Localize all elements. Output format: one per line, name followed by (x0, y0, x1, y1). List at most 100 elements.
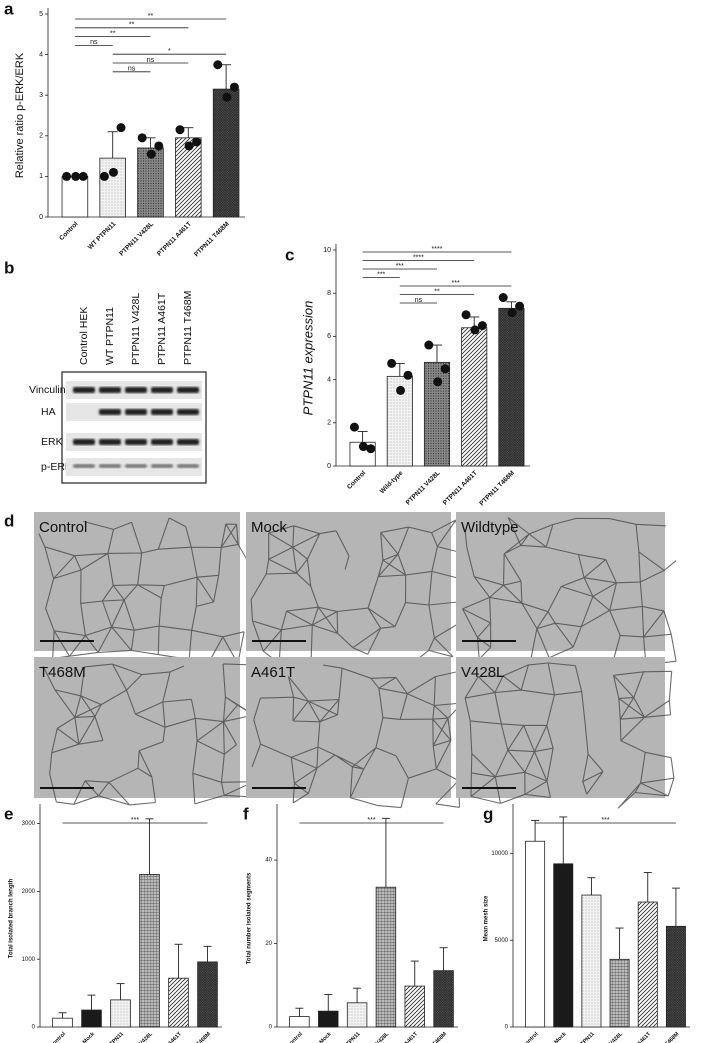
data-point (358, 442, 368, 452)
y-axis-label: Total number isolated segments (247, 872, 253, 964)
x-tick-label: PTPN11 V428L (405, 470, 442, 507)
y-tick-label: 0 (39, 214, 43, 221)
band (151, 464, 173, 468)
micrograph-label: Mock (251, 519, 287, 536)
data-point (349, 422, 359, 432)
bar (498, 307, 525, 467)
x-tick-label: PTPN11 V428L (123, 1031, 155, 1043)
bar (375, 886, 397, 1028)
band (177, 409, 199, 415)
significance-label: ns (415, 297, 423, 304)
significance-label: *** (396, 263, 404, 270)
significance-label: ** (110, 30, 116, 37)
bar (81, 1009, 102, 1028)
y-axis-label: Total isolated branch length (9, 878, 15, 958)
significance-label: **** (413, 254, 424, 261)
y-tick-label: 10 (323, 247, 331, 254)
y-tick-label: 10000 (491, 851, 508, 857)
x-tick-label: Wild-type (379, 469, 405, 495)
significance-label: *** (452, 280, 460, 287)
micrograph-label: T468M (39, 664, 86, 681)
x-tick-label: PTPN11 A461T (621, 1031, 653, 1043)
band (99, 464, 121, 468)
band (73, 439, 95, 445)
bar (525, 840, 546, 1028)
x-tick-label: PTPN11 T468M (478, 470, 516, 508)
bar (175, 137, 202, 218)
panel-label: c (285, 245, 294, 264)
y-tick-label: 2 (327, 420, 331, 427)
x-tick-label: PTPN11 A461T (156, 221, 193, 258)
data-point (116, 123, 126, 133)
band (99, 409, 121, 415)
data-point (424, 340, 434, 350)
bar (404, 985, 425, 1028)
data-point (137, 133, 147, 143)
lane-label: PTPN11 T468M (182, 291, 194, 365)
micrograph (456, 657, 665, 798)
data-point (71, 171, 81, 181)
data-point (440, 364, 450, 374)
x-tick-label: PTPN11 A461T (152, 1031, 184, 1043)
y-tick-label: 8 (327, 290, 331, 297)
bar (139, 874, 160, 1028)
x-tick-label: Mock (554, 1031, 569, 1043)
panel-label: a (4, 0, 14, 18)
y-axis-label: Mean mesh size (484, 895, 490, 941)
bar (52, 1017, 73, 1028)
bar (609, 958, 630, 1028)
lane-label: WT PTPN11 (104, 307, 116, 365)
band (177, 439, 199, 445)
data-point (396, 385, 406, 395)
x-tick-label: PTPN11 A461T (388, 1031, 420, 1043)
bar (318, 1010, 339, 1028)
y-tick-label: 2 (39, 133, 43, 140)
band (99, 439, 121, 445)
band (125, 439, 147, 445)
significance-label: ns (90, 39, 98, 46)
bar (346, 1002, 368, 1028)
bar (581, 894, 602, 1028)
band (73, 464, 95, 468)
significance-label: ns (128, 66, 136, 73)
cell-network (464, 662, 675, 809)
y-tick-label: 3000 (22, 821, 36, 827)
data-point (498, 293, 508, 303)
significance-label: *** (601, 817, 609, 824)
y-tick-label: 0 (269, 1025, 273, 1031)
data-point (62, 171, 72, 181)
x-tick-label: PTPN11 T468M (648, 1031, 680, 1043)
data-point (175, 125, 185, 135)
y-axis-label: PTPN11 expression (300, 301, 315, 416)
data-point (477, 321, 487, 331)
y-tick-label: 0 (32, 1025, 36, 1031)
data-point (184, 141, 194, 151)
y-tick-label: 40 (265, 858, 272, 864)
band (177, 387, 199, 393)
significance-label: * (168, 48, 171, 55)
band (125, 409, 147, 415)
significance-label: ** (129, 22, 135, 29)
x-tick-label: Control (346, 470, 367, 491)
band (151, 409, 173, 415)
x-tick-label: Control (49, 1031, 67, 1043)
row-label: HA (41, 406, 56, 418)
band (177, 464, 199, 468)
significance-label: ** (148, 13, 154, 20)
panel-label: e (4, 804, 13, 823)
x-tick-label: Mock (319, 1031, 334, 1043)
cell-network (462, 517, 677, 666)
x-tick-label: Mock (82, 1031, 97, 1043)
x-tick-label: PTPN11 V428L (593, 1031, 625, 1043)
x-tick-label: PTPN11 T468M (416, 1031, 448, 1043)
y-tick-label: 0 (327, 463, 331, 470)
data-point (154, 141, 164, 151)
data-point (387, 358, 397, 368)
data-point (470, 325, 480, 335)
bar (665, 925, 686, 1028)
significance-label: *** (367, 817, 375, 824)
bar (61, 175, 89, 218)
bar (289, 1016, 310, 1028)
significance-label: *** (131, 817, 139, 824)
